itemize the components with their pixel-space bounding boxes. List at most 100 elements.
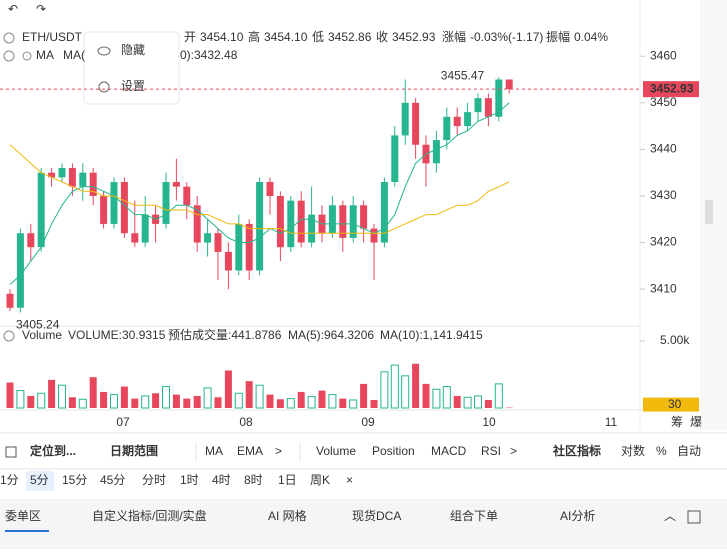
bottom-tab[interactable]: AI分析 <box>560 509 595 523</box>
volume-bar <box>412 363 420 408</box>
candle-body <box>287 200 295 248</box>
volume-value: VOLUME:30.9315 <box>68 328 166 342</box>
volume-bar <box>6 382 14 408</box>
x-tick-label: 10 <box>482 415 496 429</box>
volume-bar <box>328 394 337 409</box>
y-tick-label: 3430 <box>650 188 677 202</box>
ohlc-close: 3452.93 <box>392 30 436 44</box>
bottom-tab[interactable]: AI 网格 <box>268 508 307 523</box>
scroll-handle[interactable] <box>705 200 713 224</box>
tabs-bar <box>0 499 727 549</box>
interval-button[interactable]: 4时 <box>212 473 231 487</box>
bottom-tab[interactable]: 委单区 <box>5 509 41 523</box>
candle-body <box>391 135 399 182</box>
percent-toggle[interactable]: % <box>656 444 667 458</box>
indicator-tab[interactable]: MACD <box>431 444 467 458</box>
ohlc-close-label: 收 <box>376 30 388 44</box>
alert-icon[interactable] <box>3 50 15 62</box>
bottom-tab[interactable]: 组合下单 <box>450 508 498 523</box>
volume-bar <box>463 396 472 409</box>
candle-body <box>37 172 45 248</box>
date-range[interactable]: 日期范围 <box>110 443 158 458</box>
indicator-tab[interactable]: > <box>510 444 517 458</box>
y-tick-label: 5.00k <box>660 333 690 347</box>
indicator-tab[interactable]: RSI <box>481 444 501 458</box>
volume-bar <box>380 371 389 409</box>
candle-body <box>256 181 264 271</box>
indicator-tab[interactable]: EMA <box>237 444 263 458</box>
interval-button[interactable]: 周K <box>310 473 330 487</box>
x-tick-label: 11 <box>605 415 618 429</box>
indicator-tab[interactable]: Volume <box>316 444 356 458</box>
volume-ma5: MA(5):964.3206 <box>288 328 374 342</box>
candle-body <box>370 228 378 243</box>
candle-body <box>443 116 451 141</box>
settings-icon <box>98 81 110 93</box>
candle-body <box>235 223 243 271</box>
indicator-tab[interactable]: Position <box>372 444 415 458</box>
volume-bar <box>152 393 160 408</box>
candle-body <box>339 205 347 238</box>
collapse-icon[interactable] <box>3 32 15 44</box>
indicator-tab[interactable]: MA <box>205 444 223 458</box>
window-icon[interactable] <box>687 510 701 524</box>
locate-button[interactable]: 定位到... <box>30 443 76 458</box>
undo[interactable]: ↶ <box>8 2 18 16</box>
log-toggle[interactable]: 对数 <box>621 443 645 458</box>
collapse-tab[interactable]: ︿ <box>664 509 676 523</box>
volume-bar <box>120 386 128 408</box>
popup-hide[interactable]: 隐藏 <box>121 43 145 57</box>
volume-bar <box>286 398 295 409</box>
volume-bar <box>172 394 180 408</box>
volume-bar <box>162 386 170 409</box>
volume-bar <box>390 364 399 409</box>
ohlc-high-label: 高 <box>248 29 260 44</box>
volume-toggle[interactable] <box>3 330 15 342</box>
volume-bar <box>193 395 201 408</box>
indicator-tab[interactable]: > <box>275 444 282 458</box>
popup-settings[interactable]: 设置 <box>121 79 145 93</box>
redo[interactable]: ↷ <box>36 2 46 16</box>
volume-bar <box>37 392 46 409</box>
interval-button[interactable]: 45分 <box>100 473 125 487</box>
y-tick-label: 3460 <box>650 48 677 62</box>
volume-bar <box>58 384 66 409</box>
popup-menu <box>83 31 180 105</box>
volume-bar <box>245 381 253 408</box>
bell-icon[interactable] <box>22 51 32 61</box>
ohlc-change-label: 涨幅 <box>442 29 466 44</box>
volume-bar <box>349 399 358 409</box>
volume-ma10: MA(10):1,141.9415 <box>380 328 483 342</box>
interval-button[interactable]: 1分 <box>0 473 19 487</box>
volume-bar <box>401 375 410 409</box>
interval-button[interactable]: 15分 <box>62 473 87 487</box>
interval-button[interactable]: 分时 <box>142 473 166 487</box>
volume-bar <box>89 377 97 408</box>
bottom-tab[interactable]: 现货DCA <box>352 508 401 523</box>
candle-body <box>297 200 305 243</box>
volume-bar <box>141 395 150 409</box>
volume-bar <box>432 388 441 409</box>
locate-icon[interactable] <box>5 446 17 458</box>
bottom-tab[interactable]: 自定义指标/回测/实盘 <box>92 508 207 523</box>
interval-button[interactable]: 5分 <box>30 473 49 487</box>
community-indicators[interactable]: 社区指标 <box>552 443 601 458</box>
ma-line <box>9 144 510 234</box>
volume-bar <box>474 395 482 409</box>
candle-body <box>79 172 87 187</box>
candle-body <box>48 172 56 178</box>
candle-body <box>89 172 97 196</box>
auto-toggle[interactable]: 自动 <box>677 444 701 458</box>
interval-button[interactable]: × <box>346 473 353 487</box>
volume-bar <box>266 394 274 408</box>
interval-button[interactable]: 8时 <box>244 473 263 487</box>
candle-body <box>453 116 461 127</box>
ohlc-low-label: 低 <box>312 30 324 44</box>
candle-body <box>245 223 253 271</box>
volume-bar <box>494 383 503 409</box>
interval-button[interactable]: 1时 <box>180 473 199 487</box>
candle-body <box>120 181 128 234</box>
volume-bar <box>131 398 139 408</box>
interval-button[interactable]: 1日 <box>278 473 297 487</box>
candle-body <box>224 251 232 271</box>
